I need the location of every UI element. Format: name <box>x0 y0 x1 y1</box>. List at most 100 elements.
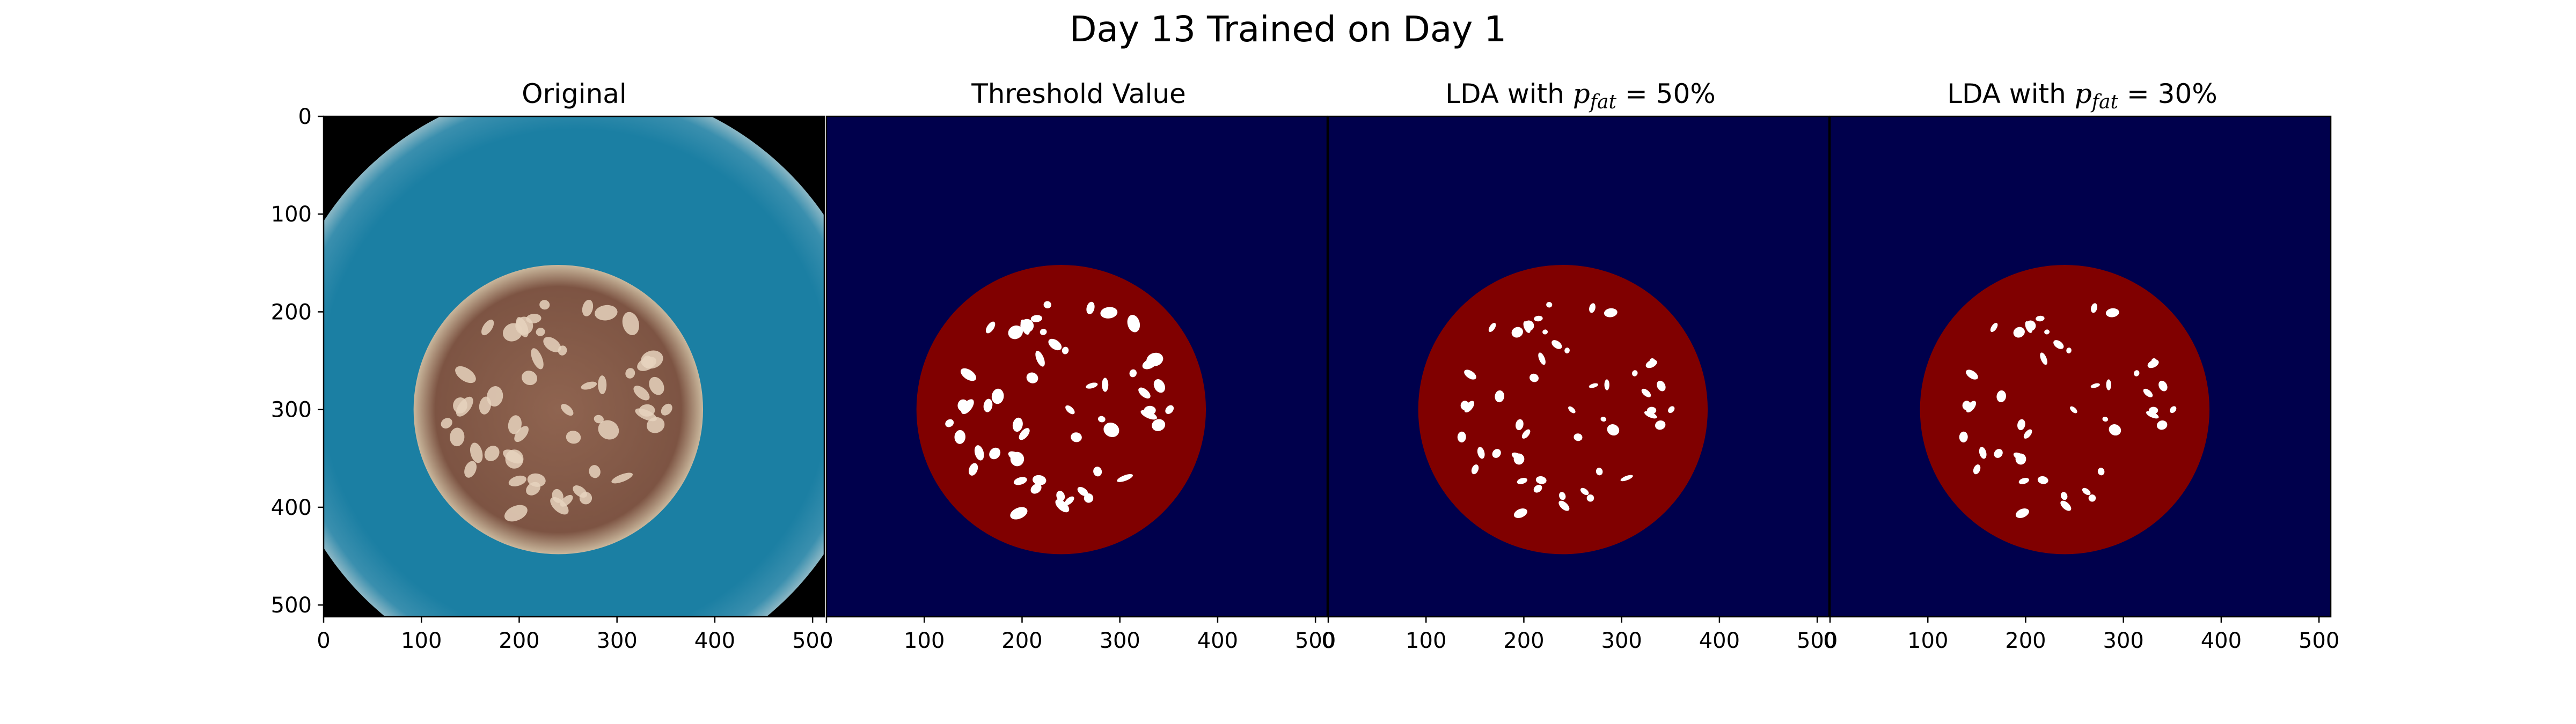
fat-speck <box>539 300 550 310</box>
fat-region <box>2040 352 2047 365</box>
fat-speck <box>649 376 664 395</box>
x-tick-label: 200 <box>499 629 539 653</box>
fat-region <box>1521 429 1531 439</box>
fat-region <box>1966 401 1977 413</box>
fat-speck <box>505 449 524 469</box>
fat-region <box>1529 373 1539 382</box>
fat-region <box>1513 508 1527 518</box>
fat-region <box>985 321 996 334</box>
fat-region <box>1589 383 1598 388</box>
fat-region <box>1513 453 1525 465</box>
fat-region <box>1620 475 1633 482</box>
fat-region <box>1604 308 1618 317</box>
fat-speck <box>635 408 657 422</box>
fat-region <box>1464 370 1476 380</box>
fat-region <box>983 398 993 412</box>
fat-region <box>2088 494 2096 502</box>
fat-region <box>1471 464 1479 475</box>
fat-speck <box>661 403 672 416</box>
x-tick-label: 300 <box>2103 629 2144 653</box>
fat-region <box>1138 387 1151 399</box>
fat-region <box>1559 492 1566 500</box>
axes-frame <box>825 115 1328 618</box>
fat-region <box>2061 492 2068 500</box>
y-tick-label: 500 <box>271 593 312 618</box>
fat-region <box>2044 329 2050 335</box>
fat-speck <box>531 348 544 370</box>
fat-speck <box>633 386 650 401</box>
fat-region <box>1460 401 1469 410</box>
fat-region <box>2091 303 2097 313</box>
x-tick-label: 0 <box>317 629 330 653</box>
fat-speck <box>598 420 619 440</box>
fat-region <box>1596 468 1603 476</box>
panel-title-threshold-text: Threshold Value <box>971 78 1186 109</box>
x-tick-label: 100 <box>1907 629 1948 653</box>
panel-title-lda50-prefix: LDA with <box>1445 78 1573 109</box>
fat-speck <box>566 431 581 444</box>
x-tick-label: 300 <box>1601 629 1642 653</box>
fat-region <box>1464 401 1475 413</box>
fat-region <box>1033 475 1046 485</box>
fat-region <box>1030 483 1042 494</box>
fat-region <box>1966 370 1978 380</box>
fat-region <box>1644 411 1657 419</box>
fat-region <box>1100 307 1118 319</box>
fat-region <box>2156 420 2168 430</box>
fat-speck <box>503 323 523 342</box>
fat-region <box>1056 491 1065 501</box>
fat-region <box>2017 419 2025 431</box>
x-tick-label: 100 <box>401 629 442 653</box>
fat-region <box>1973 464 1981 475</box>
fat-region <box>1534 315 1543 322</box>
panel-title-lda50-suffix: = 50% <box>1616 78 1716 109</box>
lean-region <box>916 264 1206 555</box>
fat-region <box>1564 348 1570 353</box>
fat-region <box>2013 327 2025 338</box>
fat-speck <box>611 472 633 484</box>
fat-region <box>1103 422 1119 438</box>
sausage-slice <box>413 264 704 555</box>
x-tick-label: 400 <box>1699 629 1740 653</box>
fat-region <box>945 419 954 427</box>
panel-title-lda30-suffix: = 30% <box>2118 78 2218 109</box>
fat-region <box>1979 447 1987 459</box>
fat-region <box>1153 379 1165 393</box>
fat-speck <box>561 404 574 416</box>
fat-region <box>1586 494 1594 502</box>
fat-region <box>1093 467 1102 477</box>
x-tick-label: 100 <box>904 629 945 653</box>
fat-region <box>2170 406 2177 413</box>
fat-speck <box>464 461 477 478</box>
panel-title-lda30-prefix: LDA with <box>1947 78 2075 109</box>
fat-region <box>1012 417 1023 432</box>
fat-speck <box>550 497 569 515</box>
fat-region <box>1026 372 1038 383</box>
fat-region <box>2023 429 2032 439</box>
fat-region <box>960 368 976 381</box>
fat-region <box>1962 401 1971 410</box>
fat-region <box>1657 380 1666 391</box>
fat-region <box>1457 431 1466 442</box>
y-tick-label: 200 <box>271 300 312 324</box>
fat-region <box>1607 424 1620 436</box>
fat-region <box>1517 478 1527 484</box>
fat-region <box>1574 433 1583 441</box>
fat-region <box>2146 411 2159 419</box>
fat-region <box>1019 428 1030 440</box>
fat-region <box>1062 346 1069 354</box>
x-tick-label: 300 <box>1100 629 1140 653</box>
fat-region <box>1010 507 1028 520</box>
panel-threshold: 0 100 200 300 400 500 <box>819 115 1336 653</box>
y-tick-label: 300 <box>271 398 312 423</box>
fat-region <box>1142 358 1157 370</box>
fat-region <box>1086 301 1095 314</box>
fat-speck <box>543 337 561 352</box>
fat-speck <box>625 368 635 379</box>
fat-speck <box>560 494 573 507</box>
fat-region <box>1055 499 1070 513</box>
fat-region <box>2066 348 2072 353</box>
fat-region <box>1020 319 1034 333</box>
fat-region <box>1165 405 1174 414</box>
